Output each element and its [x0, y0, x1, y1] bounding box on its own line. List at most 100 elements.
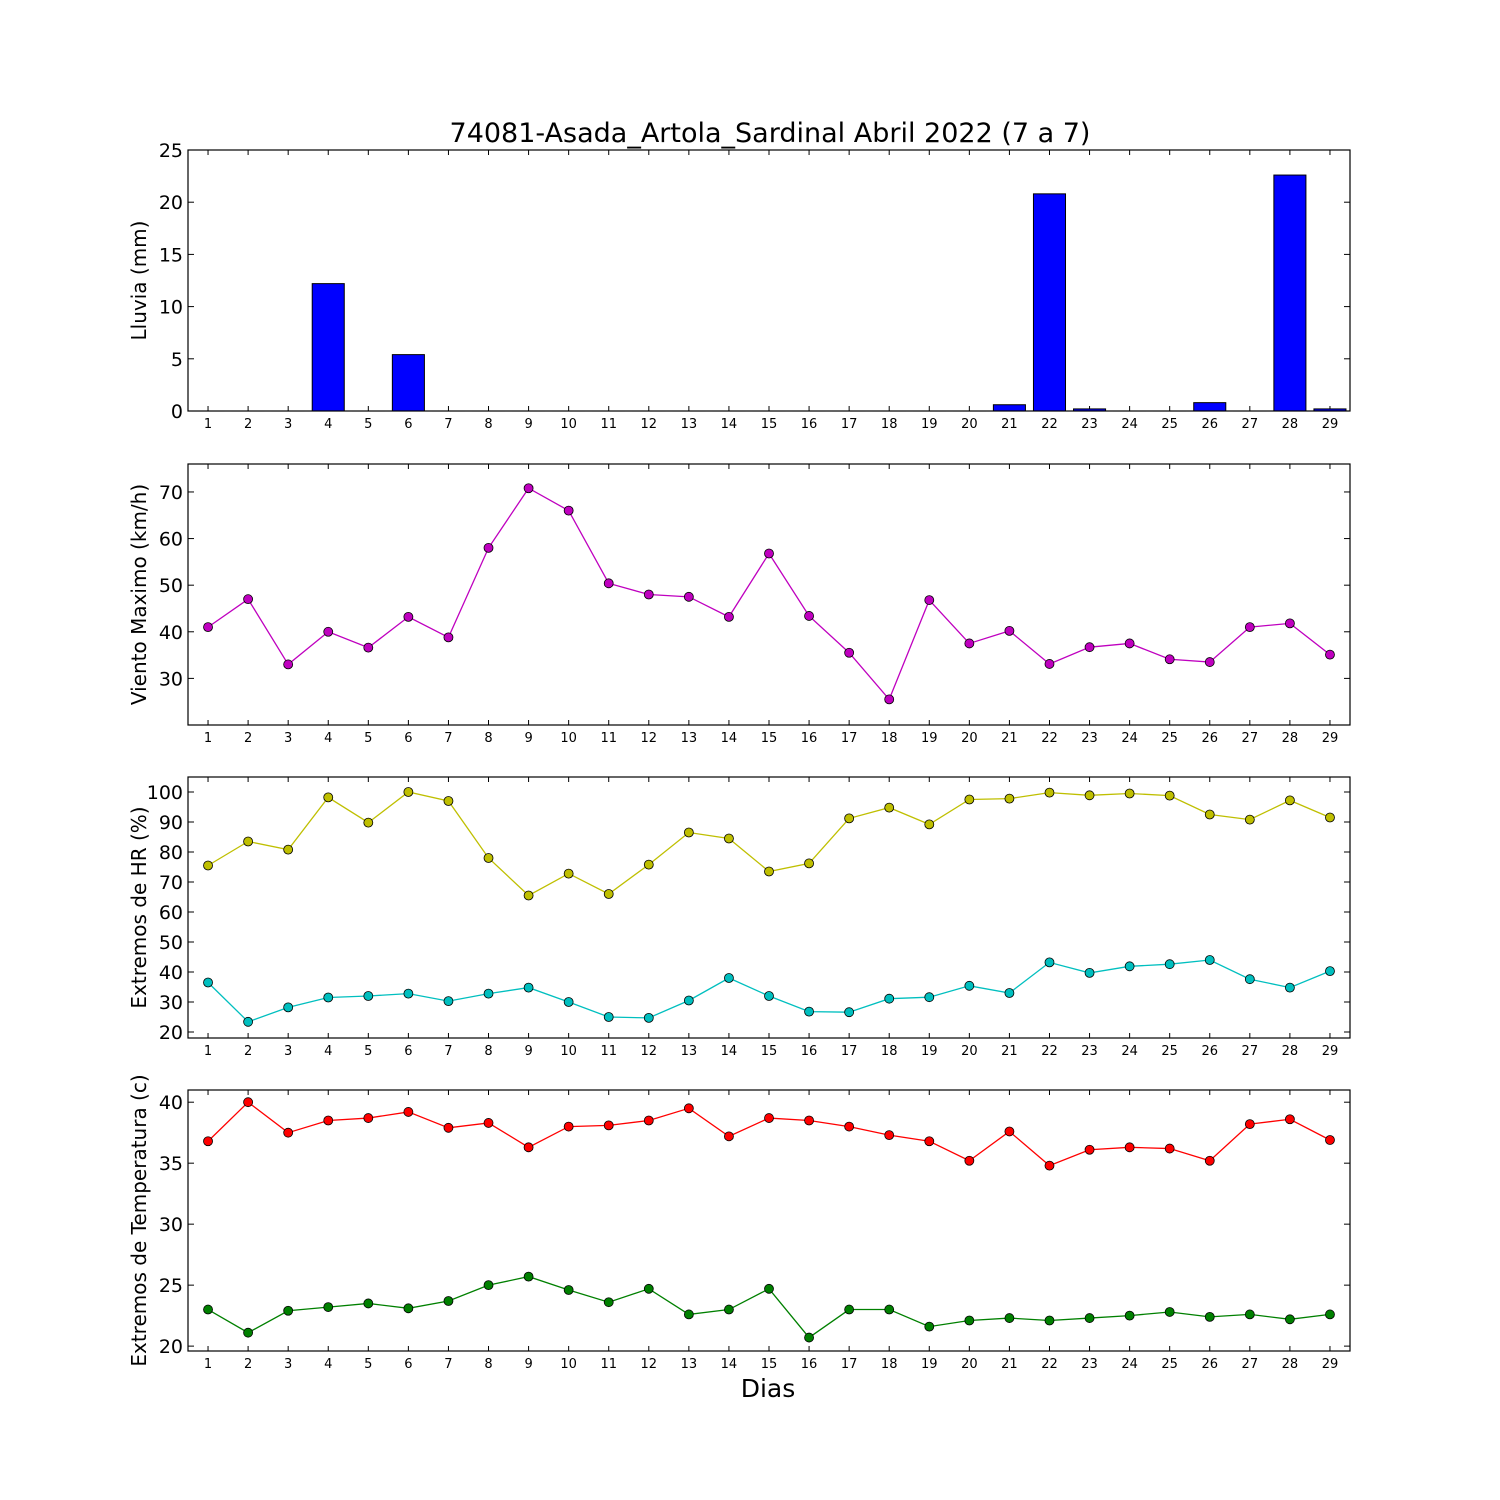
data-point	[243, 1327, 254, 1338]
data-point	[323, 792, 334, 803]
x-tick-label: 24	[1121, 417, 1138, 432]
x-tick-label: 22	[1041, 417, 1058, 432]
x-tick-label: 28	[1282, 1357, 1299, 1372]
data-point	[603, 578, 614, 589]
x-tick-label: 2	[244, 417, 252, 432]
data-point	[1164, 959, 1175, 970]
data-point	[443, 796, 454, 806]
data-point	[243, 1097, 254, 1108]
x-tick-label: 6	[404, 417, 412, 432]
x-tick-label: 3	[284, 731, 292, 746]
x-tick-label: 8	[484, 1044, 492, 1059]
x-tick-label: 7	[444, 1357, 452, 1372]
data-point	[323, 1302, 334, 1312]
data-point	[523, 1271, 534, 1282]
data-point	[1124, 1310, 1135, 1321]
x-tick-label: 13	[681, 1044, 698, 1059]
data-point	[643, 1283, 654, 1294]
x-tick-label: 29	[1322, 1357, 1339, 1372]
x-tick-label: 12	[641, 1044, 658, 1059]
x-tick-label: 18	[881, 1044, 898, 1059]
x-tick-label: 17	[841, 417, 858, 432]
x-tick-label: 5	[364, 731, 372, 746]
data-point	[563, 1121, 574, 1132]
data-point	[1204, 1155, 1215, 1166]
x-tick-label: 11	[600, 1357, 617, 1372]
x-tick-label: 27	[1242, 417, 1259, 432]
data-point	[363, 1298, 374, 1309]
y-tick-label: 0	[171, 401, 183, 423]
data-point	[1124, 788, 1135, 799]
y-axis-label: Extremos de HR (%)	[127, 806, 151, 1008]
data-point	[924, 819, 935, 830]
data-point	[363, 642, 374, 653]
data-point	[1164, 1307, 1175, 1317]
x-tick-label: 23	[1081, 1044, 1098, 1059]
x-tick-label: 6	[404, 1357, 412, 1372]
x-tick-label: 14	[721, 1357, 738, 1372]
data-point	[724, 973, 734, 983]
data-point	[363, 1113, 374, 1123]
x-tick-label: 19	[921, 1044, 938, 1059]
x-tick-label: 25	[1161, 1044, 1178, 1059]
data-point	[283, 1127, 294, 1138]
data-point	[764, 866, 774, 877]
y-tick-label: 5	[171, 349, 183, 371]
bar	[1273, 174, 1307, 412]
x-tick-label: 27	[1242, 1357, 1259, 1372]
data-point	[844, 1121, 855, 1132]
chart-title: 74081-Asada_Artola_Sardinal Abril 2022 (…	[450, 118, 1091, 149]
x-tick-label: 4	[324, 1044, 332, 1059]
y-axis-label: Lluvia (mm)	[127, 221, 151, 341]
x-tick-label: 19	[921, 1357, 938, 1372]
data-point	[764, 991, 774, 1001]
y-tick-label: 70	[159, 482, 183, 504]
data-point	[683, 1309, 694, 1320]
x-tick-label: 21	[1001, 1357, 1018, 1372]
data-point	[1004, 1126, 1015, 1137]
data-point	[243, 594, 254, 605]
x-tick-label: 20	[961, 731, 978, 746]
x-tick-label: 20	[961, 417, 978, 432]
data-point	[683, 1103, 694, 1114]
x-tick-label: 1	[204, 417, 212, 432]
y-tick-label: 60	[159, 529, 183, 551]
data-point	[1325, 812, 1335, 823]
x-tick-label: 16	[801, 731, 818, 746]
data-point	[924, 1321, 935, 1332]
data-point	[203, 977, 213, 988]
data-point	[1044, 659, 1055, 669]
x-tick-label: 7	[444, 1044, 452, 1059]
data-point	[243, 1016, 254, 1027]
data-point	[724, 1304, 734, 1315]
data-point	[563, 505, 574, 516]
data-point	[1124, 638, 1135, 649]
x-tick-label: 4	[324, 731, 332, 746]
x-tick-label: 15	[761, 417, 778, 432]
data-point	[1284, 982, 1295, 993]
bar	[1032, 193, 1067, 412]
x-tick-label: 18	[881, 1357, 898, 1372]
x-tick-label: 25	[1161, 1357, 1178, 1372]
data-point	[403, 787, 414, 797]
data-point	[203, 1136, 213, 1147]
x-tick-label: 10	[560, 1044, 577, 1059]
data-point	[724, 833, 734, 844]
data-point	[483, 1280, 494, 1291]
x-tick-label: 13	[681, 417, 698, 432]
x-tick-label: 15	[761, 1044, 778, 1059]
data-point	[683, 827, 694, 838]
x-tick-label: 13	[681, 731, 698, 746]
data-point	[1124, 961, 1135, 972]
x-tick-label: 23	[1081, 1357, 1098, 1372]
data-point	[724, 1131, 734, 1142]
data-point	[403, 611, 414, 622]
data-point	[1284, 618, 1295, 629]
x-tick-label: 19	[921, 731, 938, 746]
data-point	[1244, 974, 1255, 985]
data-point	[643, 859, 654, 870]
x-tick-label: 24	[1121, 731, 1138, 746]
x-tick-label: 26	[1201, 1044, 1218, 1059]
x-tick-label: 9	[524, 731, 532, 746]
